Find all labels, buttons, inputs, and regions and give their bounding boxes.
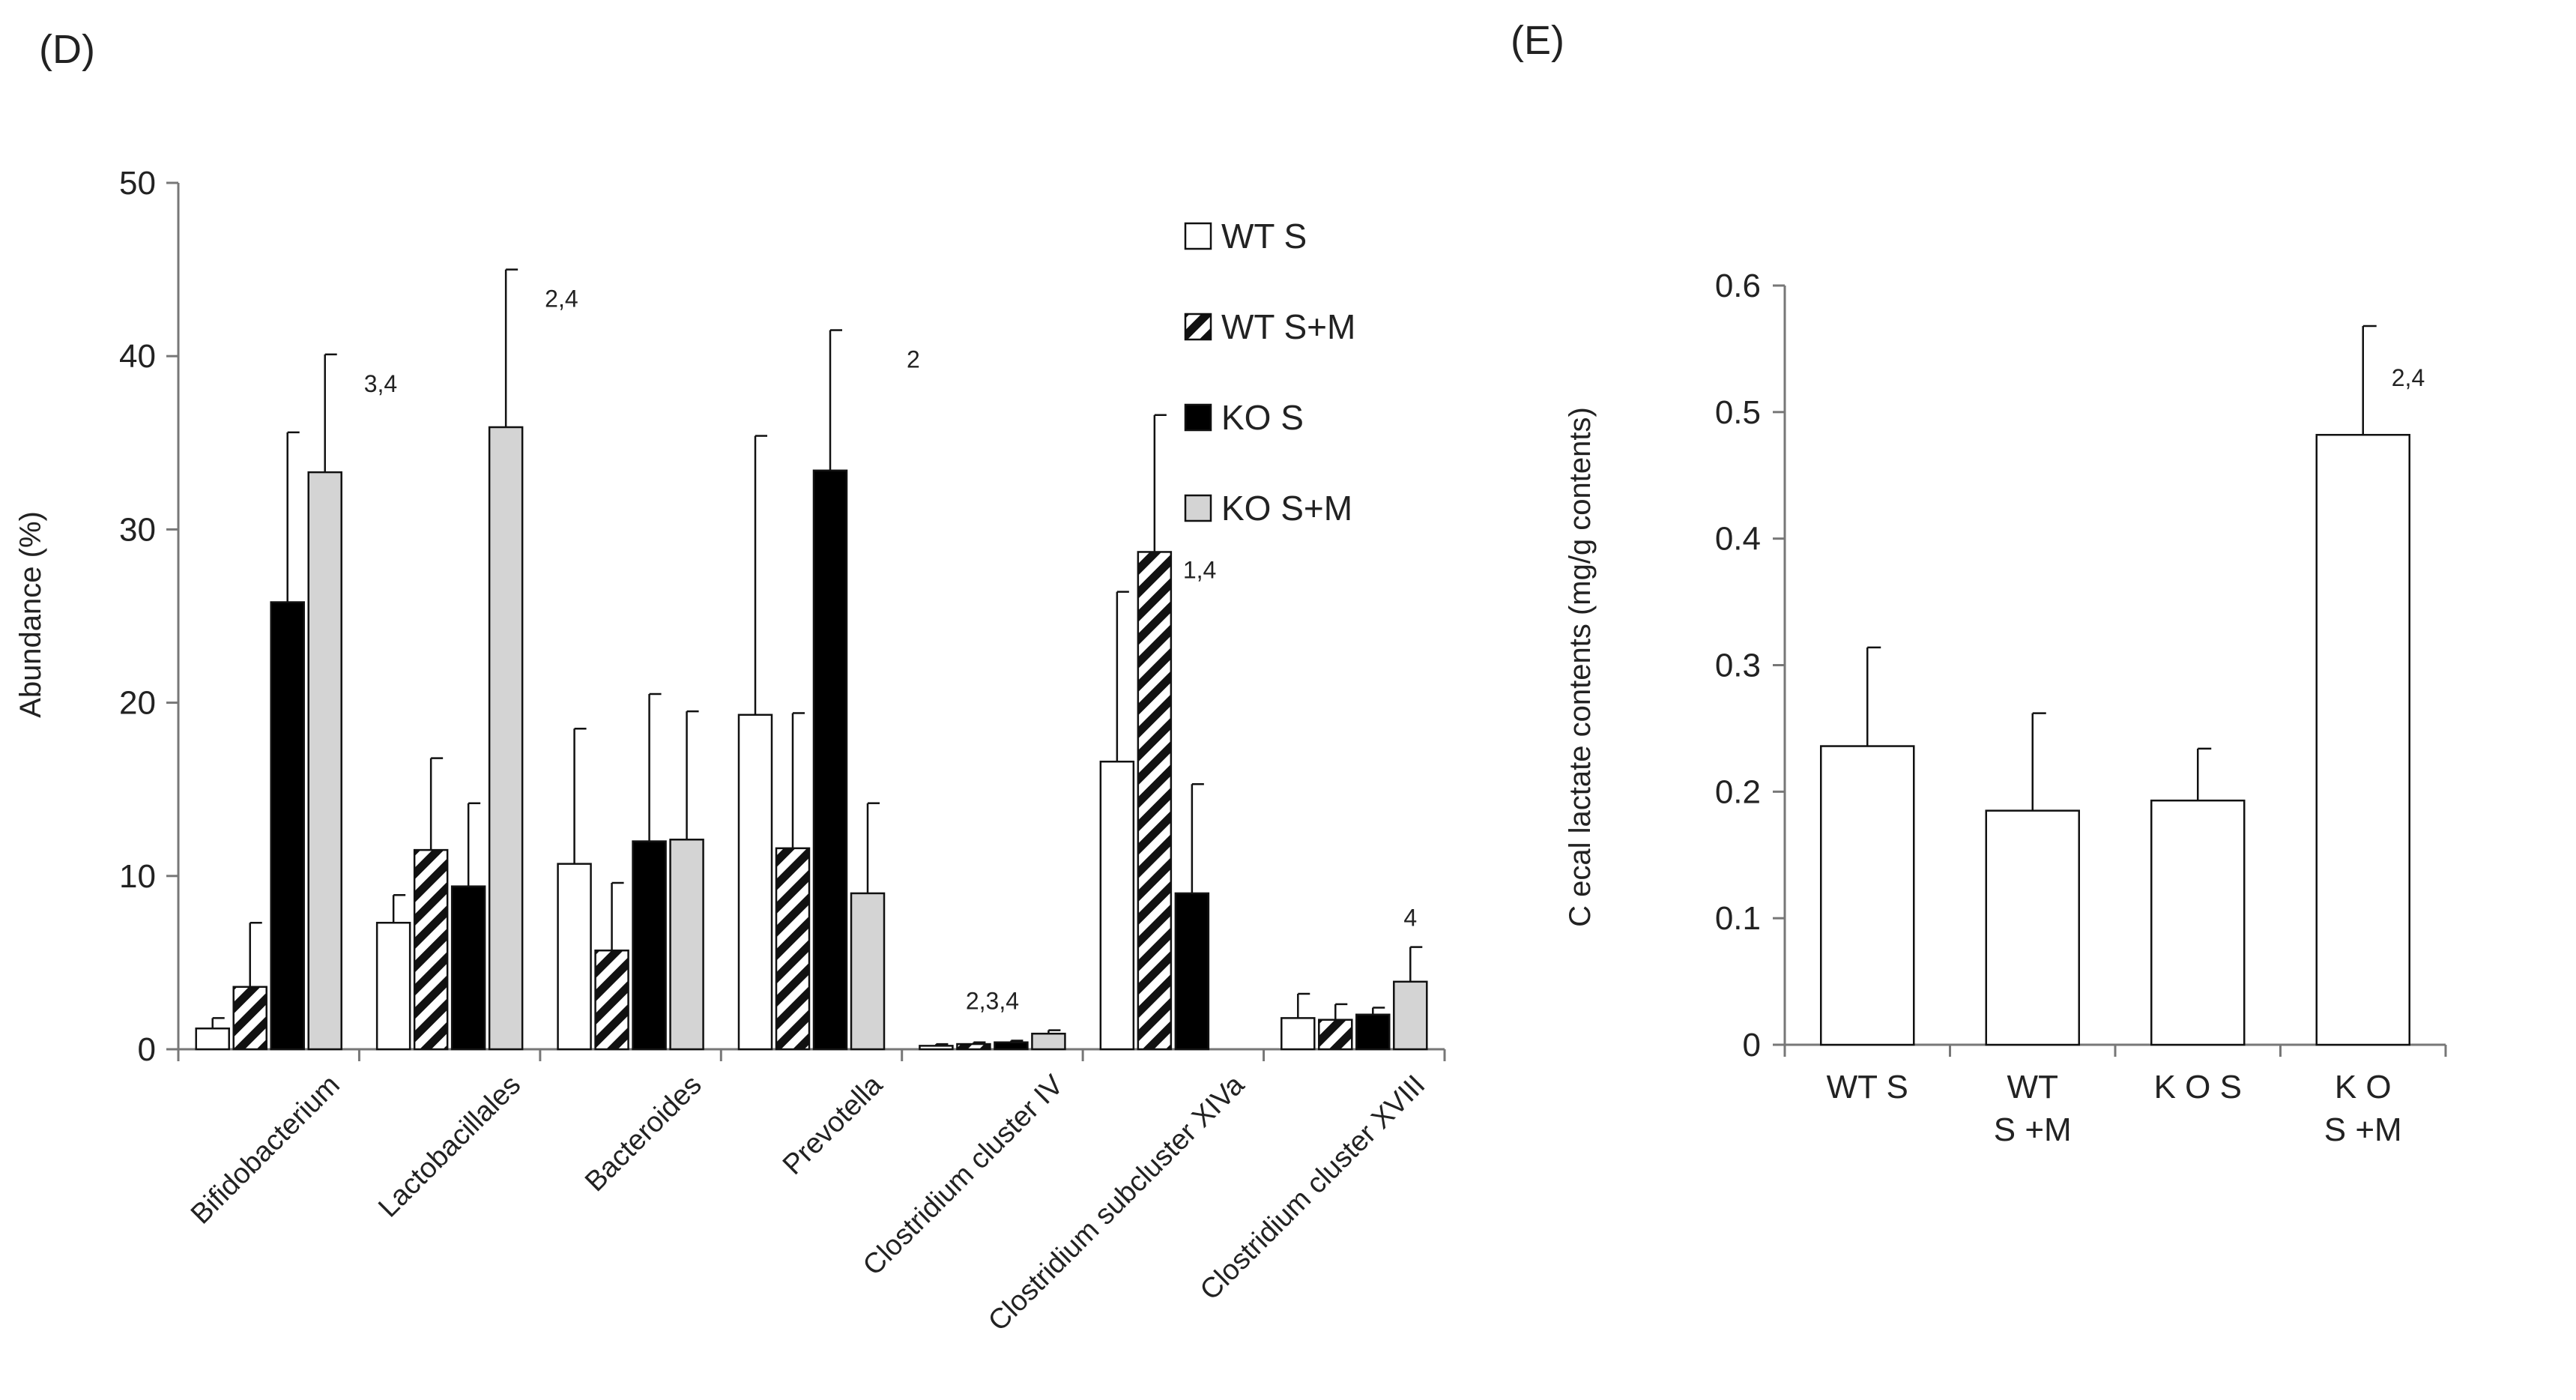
legend-label-wt-s-m: WT S+M <box>1221 307 1355 346</box>
bar-prevotella-ko-s <box>812 469 848 1051</box>
significance-annotation: 3,4 <box>364 370 397 397</box>
category-label-lactobacillales: Lactobacillales <box>372 1069 527 1224</box>
panel-e-label: (E) <box>1511 18 1564 63</box>
bar-clostridium-subcluster-xiva-ko-s <box>1174 892 1210 1051</box>
bar-bifidobacterium-wt-s <box>195 1028 230 1051</box>
panel-d-legend: WT S WT S+M KO S KO S+M <box>1184 217 1355 528</box>
bar-group-1 <box>1820 745 1915 1046</box>
bar-clostridium-cluster-xviii-wt-s-m <box>1318 1019 1353 1051</box>
bar-lactobacillales-ko-s-m <box>488 426 524 1051</box>
category-label: WT S <box>1827 1069 1908 1105</box>
y-tick-label: 10 <box>119 858 156 895</box>
category-label-clostridium-cluster-iv: Clostridium cluster IV <box>857 1069 1070 1282</box>
category-label-bacteroides: Bacteroides <box>579 1069 708 1198</box>
significance-annotation: 1,4 <box>1183 556 1216 583</box>
significance-annotation: 2,3,4 <box>966 988 1019 1015</box>
bar-clostridium-subcluster-xiva-wt-s-m <box>1137 551 1173 1051</box>
legend-label-ko-s-m: KO S+M <box>1221 489 1352 528</box>
bar-lactobacillales-wt-s <box>375 921 411 1051</box>
legend-label-wt-s: WT S <box>1221 217 1307 256</box>
bar-clostridium-cluster-iv-ko-s-m <box>1031 1032 1066 1051</box>
bar-prevotella-wt-s <box>737 713 773 1051</box>
significance-annotation: 2,4 <box>545 286 578 313</box>
bar-bifidobacterium-ko-s <box>270 601 305 1051</box>
legend-label-ko-s: KO S <box>1221 398 1304 437</box>
y-tick-label: 0 <box>1743 1027 1761 1063</box>
bar-clostridium-cluster-xviii-ko-s-m <box>1393 980 1428 1051</box>
legend-swatch-ko-s <box>1184 403 1212 432</box>
y-tick-label: 0.4 <box>1715 521 1761 558</box>
category-label: S +M <box>2324 1111 2402 1148</box>
bar-clostridium-cluster-iv-ko-s <box>994 1041 1029 1051</box>
category-label: K O S <box>2154 1069 2242 1105</box>
bar-bifidobacterium-ko-s-m <box>307 471 342 1051</box>
y-tick-label: 50 <box>119 165 156 202</box>
bar-group-4 <box>2315 433 2410 1046</box>
significance-annotation: 2,4 <box>2392 364 2425 391</box>
category-label-bifidobacterium: Bifidobacterium <box>185 1069 346 1231</box>
bar-clostridium-cluster-iv-wt-s <box>919 1045 954 1051</box>
y-tick-label: 20 <box>119 685 156 722</box>
bar-bacteroides-wt-s <box>557 863 592 1051</box>
y-tick-label: 0 <box>138 1031 156 1068</box>
bar-clostridium-cluster-iv-wt-s-m <box>956 1043 991 1051</box>
y-tick-label: 0.3 <box>1715 648 1761 684</box>
bar-bacteroides-ko-s <box>632 840 667 1051</box>
bar-prevotella-wt-s-m <box>775 847 811 1051</box>
y-tick-label: 0.1 <box>1715 900 1761 937</box>
bar-clostridium-cluster-xviii-ko-s <box>1355 1013 1391 1051</box>
bar-bifidobacterium-wt-s-m <box>232 986 267 1051</box>
panel-d-ylabel: Abundance (%) <box>14 511 47 718</box>
bar-clostridium-cluster-xviii-wt-s <box>1281 1017 1316 1051</box>
y-tick-label: 30 <box>119 511 156 548</box>
bar-lactobacillales-ko-s <box>450 885 486 1051</box>
y-tick-label: 0.5 <box>1715 394 1761 431</box>
significance-annotation: 4 <box>1403 905 1417 932</box>
significance-annotation: 2 <box>907 346 920 373</box>
bar-lactobacillales-wt-s-m <box>413 848 449 1051</box>
bar-bacteroides-wt-s-m <box>594 949 629 1051</box>
y-tick-label: 0.6 <box>1715 268 1761 304</box>
category-label: K O <box>2335 1069 2392 1105</box>
panel-e: (E) 0 0.1 0.2 0.3 0.4 0.5 0.6 WT S WT S +M K O S K … <box>1511 18 2447 1148</box>
bar-group-2 <box>1985 809 2080 1046</box>
category-label: WT <box>2007 1069 2058 1105</box>
legend-swatch-ko-s-m <box>1184 494 1212 522</box>
panel-d-label: (D) <box>39 27 95 72</box>
y-tick-label: 40 <box>119 338 156 375</box>
panel-e-plot: 0 0.1 0.2 0.3 0.4 0.5 0.6 WT S WT S +M K O S K O S +… <box>1715 268 2447 1148</box>
category-label-prevotella: Prevotella <box>777 1069 889 1181</box>
legend-swatch-wt-s-m <box>1184 313 1212 341</box>
y-tick-label: 0.2 <box>1715 773 1761 810</box>
panel-d: (D) 0 10 20 30 40 50 3,4 Bifidobacterium 2,4 Lact… <box>14 27 1446 1337</box>
bar-prevotella-ko-s-m <box>850 892 886 1051</box>
category-label: S +M <box>1994 1111 2072 1148</box>
bar-bacteroides-ko-s-m <box>669 838 704 1051</box>
bar-group-3 <box>2150 799 2246 1046</box>
panel-e-ylabel: C ecal lactate contents (mg/g contents) <box>1564 407 1597 927</box>
bar-clostridium-subcluster-xiva-wt-s <box>1099 760 1135 1051</box>
legend-swatch-wt-s <box>1184 222 1212 250</box>
